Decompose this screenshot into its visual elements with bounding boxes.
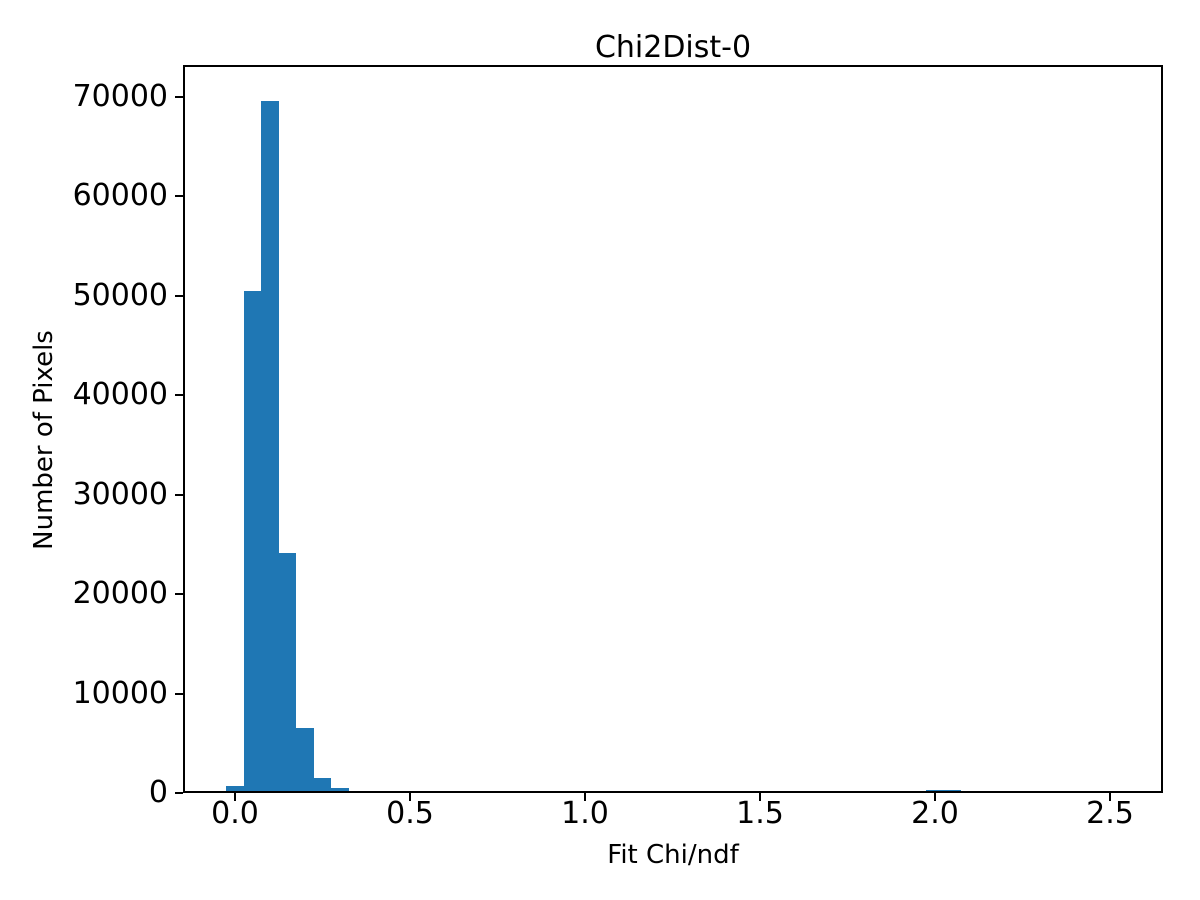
- y-tick: [175, 593, 183, 596]
- chart-title: Chi2Dist-0: [594, 30, 752, 65]
- y-tick-label: 30000: [72, 476, 168, 512]
- histogram-bar: [313, 777, 332, 793]
- x-tick: [1109, 793, 1111, 801]
- y-tick: [175, 792, 183, 794]
- y-tick-label: 40000: [72, 377, 168, 413]
- x-tick: [409, 793, 411, 801]
- histogram-bar: [278, 553, 297, 793]
- histogram-bar: [296, 728, 314, 793]
- x-tick: [934, 793, 936, 801]
- histogram-bar: [243, 290, 262, 793]
- y-tick: [175, 493, 183, 496]
- x-tick-label: 0.5: [386, 796, 434, 831]
- y-tick: [175, 95, 183, 98]
- x-tick-label: 1.0: [561, 796, 609, 831]
- y-tick-label: 50000: [72, 277, 168, 313]
- y-tick: [175, 294, 183, 297]
- x-tick: [759, 793, 761, 801]
- y-tick-label: 10000: [72, 675, 168, 711]
- y-tick: [175, 692, 183, 695]
- histogram-bar: [226, 786, 244, 793]
- x-tick-label: 2.0: [911, 796, 959, 831]
- y-tick-label: 0: [148, 775, 168, 810]
- x-axis-label: Fit Chi/ndf: [607, 840, 739, 870]
- x-tick: [234, 793, 236, 801]
- histogram-bar: [331, 787, 349, 793]
- plot-area: [183, 65, 1163, 793]
- y-tick: [175, 195, 183, 198]
- x-tick: [584, 793, 586, 801]
- x-tick-label: 0.0: [211, 796, 259, 831]
- histogram-bar: [261, 100, 279, 793]
- y-tick-label: 60000: [72, 178, 168, 214]
- x-tick-label: 2.5: [1086, 796, 1134, 831]
- y-tick-label: 70000: [72, 78, 168, 114]
- y-axis-label: Number of Pixels: [29, 330, 59, 550]
- x-tick-label: 1.5: [736, 796, 784, 831]
- y-tick: [175, 394, 183, 397]
- y-tick-label: 20000: [72, 576, 168, 612]
